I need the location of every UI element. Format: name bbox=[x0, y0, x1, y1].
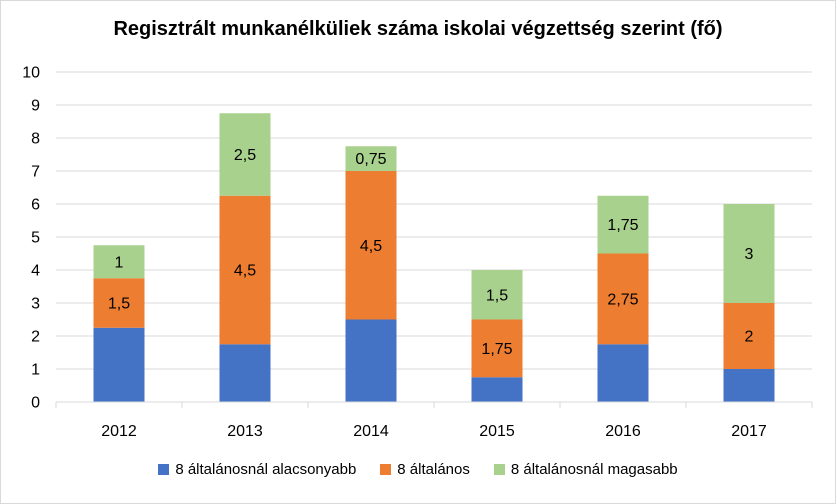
y-tick-label: 5 bbox=[31, 230, 40, 247]
data-label: 1,75 bbox=[607, 217, 638, 234]
x-tick-label: 2017 bbox=[731, 423, 767, 440]
bar-segment bbox=[471, 377, 523, 402]
bar-segment bbox=[471, 270, 523, 320]
legend-item-8-grade: 8 általános bbox=[380, 461, 470, 478]
bar-segment bbox=[219, 195, 271, 345]
data-label: 3 bbox=[745, 246, 754, 263]
bar-segment bbox=[345, 146, 397, 171]
chart-title: Regisztrált munkanélküliek száma iskolai… bbox=[113, 18, 723, 40]
data-label: 4,5 bbox=[234, 263, 256, 280]
legend-swatch bbox=[158, 464, 170, 475]
y-tick-label: 6 bbox=[31, 197, 40, 214]
data-label: 2 bbox=[745, 329, 754, 346]
x-tick-label: 2015 bbox=[479, 423, 515, 440]
bar-segment bbox=[345, 171, 397, 320]
y-tick-label: 3 bbox=[31, 296, 40, 313]
y-tick-label: 1 bbox=[31, 362, 40, 379]
data-label: 1 bbox=[115, 254, 124, 271]
y-tick-label: 10 bbox=[22, 65, 40, 82]
bar-segment bbox=[723, 204, 775, 303]
y-tick-label: 8 bbox=[31, 131, 40, 148]
data-label: 2,5 bbox=[234, 147, 256, 164]
legend-item-above-8-grade: 8 általánosnál magasabb bbox=[493, 461, 678, 478]
bar-segment bbox=[93, 245, 145, 279]
y-tick-label: 2 bbox=[31, 329, 40, 346]
bar-segment bbox=[219, 344, 271, 402]
bar-segment bbox=[597, 344, 649, 402]
y-tick-label: 9 bbox=[31, 98, 40, 115]
bar-segment bbox=[597, 253, 649, 345]
bar-segment bbox=[723, 369, 775, 402]
legend-label: 8 általánosnál magasabb bbox=[510, 461, 678, 478]
y-tick-label: 4 bbox=[31, 263, 40, 280]
data-label: 1,5 bbox=[108, 296, 130, 313]
bar-segment bbox=[219, 113, 271, 196]
x-tick-label: 2012 bbox=[101, 423, 137, 440]
legend-label: 8 általánosnál alacsonyabb bbox=[175, 461, 357, 478]
bar-segment bbox=[597, 195, 649, 254]
bar-segment bbox=[93, 327, 145, 402]
legend-label: 8 általános bbox=[397, 461, 470, 478]
y-tick-label: 0 bbox=[31, 395, 40, 412]
legend: 8 általánosnál alacsonyabb 8 általános 8… bbox=[0, 461, 836, 478]
x-tick-label: 2013 bbox=[227, 423, 263, 440]
x-tick-label: 2014 bbox=[353, 423, 389, 440]
legend-item-below-8-grade: 8 általánosnál alacsonyabb bbox=[158, 461, 356, 478]
bar-segment bbox=[93, 278, 145, 328]
legend-swatch bbox=[493, 464, 505, 475]
data-label: 4,5 bbox=[360, 238, 382, 255]
bar-segment bbox=[723, 303, 775, 369]
bar-segment bbox=[345, 319, 397, 402]
data-label: 0,75 bbox=[355, 151, 386, 168]
data-label: 1,5 bbox=[486, 287, 508, 304]
y-tick-label: 7 bbox=[31, 164, 40, 181]
data-label: 2,75 bbox=[607, 291, 638, 308]
bar-segment bbox=[471, 319, 523, 378]
data-label: 1,75 bbox=[481, 341, 512, 358]
x-tick-label: 2016 bbox=[605, 423, 641, 440]
legend-swatch bbox=[380, 464, 392, 475]
